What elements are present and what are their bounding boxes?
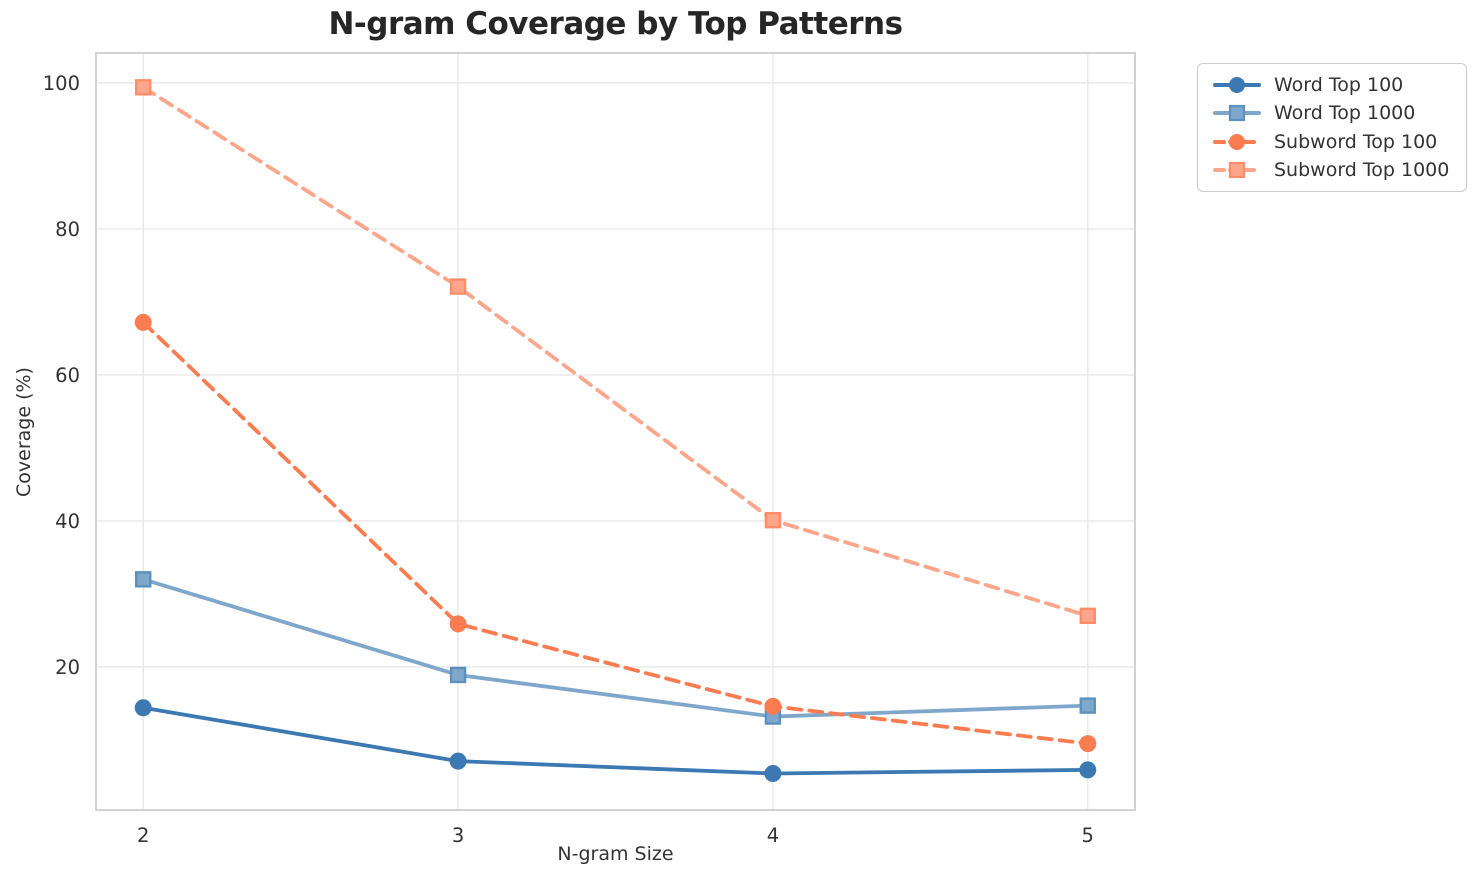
series-line xyxy=(141,577,1090,719)
data-point-marker xyxy=(764,765,782,783)
y-tick-label: 80 xyxy=(55,218,80,241)
y-tick-label: 20 xyxy=(55,656,80,679)
data-point-marker xyxy=(449,615,467,633)
data-point-marker xyxy=(134,699,152,717)
series-subword-top-100 xyxy=(134,313,1097,753)
legend-item: Subword Top 1000 xyxy=(1213,156,1466,184)
data-point-marker xyxy=(764,511,782,529)
x-tick-label: 5 xyxy=(1082,824,1094,847)
x-axis-label: N-gram Size xyxy=(557,843,674,865)
series-word-top-100 xyxy=(134,699,1097,783)
legend: Word Top 100 Word Top 1000 Subword Top 100… xyxy=(1197,63,1467,192)
plot-border xyxy=(95,52,1136,811)
legend-label: Subword Top 1000 xyxy=(1274,158,1450,181)
chart-title: N-gram Coverage by Top Patterns xyxy=(328,6,903,42)
data-point-marker xyxy=(1079,607,1096,625)
x-tick-label: 3 xyxy=(452,824,464,847)
y-tick-label: 40 xyxy=(55,510,80,533)
legend-sample-solid-line xyxy=(1213,77,1261,94)
data-point-marker xyxy=(449,666,467,684)
legend-item: Word Top 100 xyxy=(1213,71,1466,99)
data-point-marker xyxy=(1079,697,1096,714)
data-point-marker xyxy=(1079,735,1097,753)
y-tick-label: 100 xyxy=(43,72,80,95)
series-line xyxy=(141,705,1090,776)
x-tick-label: 4 xyxy=(767,824,779,847)
data-point-marker xyxy=(449,278,467,295)
series-line xyxy=(141,85,1090,618)
data-point-marker xyxy=(135,571,152,588)
series-word-top-1000 xyxy=(135,571,1096,725)
legend-sample-solid-line xyxy=(1213,105,1261,122)
legend-label: Word Top 1000 xyxy=(1274,102,1416,125)
series-subword-top-1000 xyxy=(135,79,1096,625)
y-tick-label: 60 xyxy=(55,364,80,387)
data-point-marker xyxy=(764,697,782,715)
data-point-marker xyxy=(134,313,152,331)
legend-sample-dashed-line xyxy=(1213,161,1261,178)
legend-label: Word Top 100 xyxy=(1274,74,1404,97)
data-point-marker xyxy=(449,752,467,770)
data-point-marker xyxy=(135,79,152,96)
x-tick-label: 2 xyxy=(137,824,149,847)
data-point-marker xyxy=(1079,761,1097,779)
legend-item: Word Top 1000 xyxy=(1213,99,1466,127)
legend-label: Subword Top 100 xyxy=(1274,130,1438,153)
series-line xyxy=(141,320,1090,746)
legend-sample-dashed-line xyxy=(1213,133,1261,150)
legend-item: Subword Top 100 xyxy=(1213,128,1466,156)
